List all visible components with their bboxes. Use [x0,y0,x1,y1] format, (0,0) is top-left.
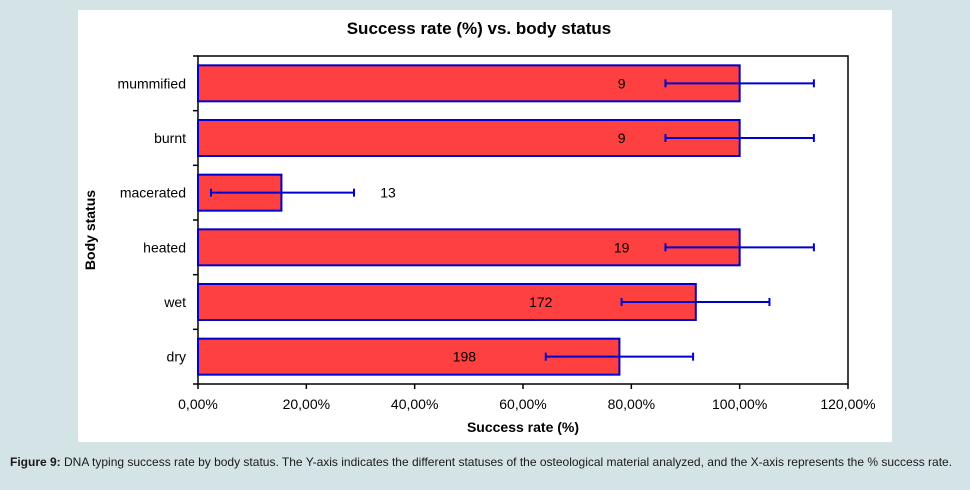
bar-mummified [197,64,741,103]
data-label-burnt: 9 [618,130,626,146]
y-tick-label-heated: heated [143,239,186,255]
y-tick-label-wet: wet [163,294,186,310]
data-label-wet: 172 [529,294,553,310]
x-tick-label: 100,00% [712,396,767,412]
bar-heated [197,228,741,267]
x-tick-label: 60,00% [499,396,546,412]
y-tick-label-dry: dry [167,349,186,365]
bar-burnt [197,119,741,157]
caption-label: Figure 9: [10,455,61,469]
x-tick-label: 80,00% [608,396,655,412]
data-label-macerated: 13 [380,185,396,201]
bar-chart: Success rate (%) vs. body status mummifie… [82,19,876,435]
x-tick-label: 120,00% [820,396,875,412]
figure-caption: Figure 9: DNA typing success rate by bod… [10,455,965,470]
y-axis-label: Body status [82,190,98,270]
data-label-dry: 198 [453,349,477,365]
x-tick-label: 40,00% [391,396,438,412]
y-tick-label-macerated: macerated [120,185,186,201]
data-label-heated: 19 [614,239,630,255]
y-tick-label-mummified: mummified [118,75,186,91]
x-axis-label: Success rate (%) [467,419,579,435]
chart-panel: Success rate (%) vs. body status mummifie… [78,10,892,442]
x-tick-label: 20,00% [283,396,330,412]
data-label-mummified: 9 [618,75,626,91]
x-tick-label: 0,00% [178,396,218,412]
caption-text: DNA typing success rate by body status. … [64,455,953,469]
chart-title: Success rate (%) vs. body status [347,19,612,38]
plot-frame [197,55,849,385]
y-tick-label-burnt: burnt [154,130,186,146]
